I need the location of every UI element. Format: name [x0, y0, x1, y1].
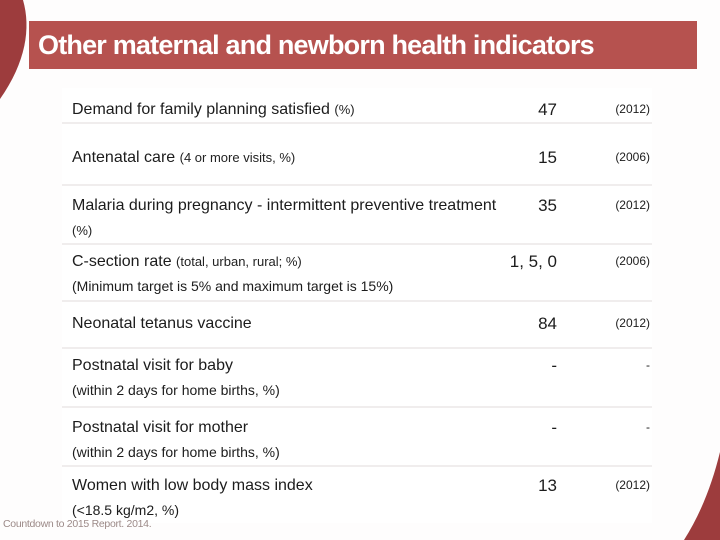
indicator-value: 1, 5, 0	[509, 252, 557, 271]
indicator-value: 15	[538, 148, 557, 167]
indicator-name: C-section rate	[72, 253, 172, 270]
indicator-name: Neonatal tetanus vaccine	[72, 315, 252, 332]
indicator-table: Demand for family planning satisfied (%)…	[62, 88, 652, 523]
slide-title: Other maternal and newborn health indica…	[38, 29, 595, 60]
indicator-note: (%)	[72, 223, 93, 238]
indicator-name: Malaria during pregnancy - intermittent …	[72, 197, 497, 214]
table-row: Demand for family planning satisfied (%)…	[62, 88, 652, 124]
indicator-name: Demand for family planning satisfied	[72, 101, 330, 118]
indicator-year: (2006)	[615, 150, 650, 164]
indicator-year: -	[646, 358, 650, 372]
indicator-year: (2012)	[615, 102, 650, 116]
table-row: Malaria during pregnancy - intermittent …	[62, 186, 652, 245]
indicator-value: -	[551, 356, 557, 375]
indicator-note: (total, urban, rural; %)	[176, 254, 302, 269]
indicator-value: -	[551, 418, 557, 437]
indicator-label: Postnatal visit for mother (within 2 day…	[62, 415, 497, 465]
indicator-year: (2012)	[615, 478, 650, 492]
indicator-label: Demand for family planning satisfied (%)	[62, 97, 497, 122]
slide-title-bar: Other maternal and newborn health indica…	[29, 21, 697, 69]
table-row: Antenatal care (4 or more visits, %) 15 …	[62, 124, 652, 186]
table-row: Neonatal tetanus vaccine 84 (2012)	[62, 302, 652, 349]
indicator-label: Women with low body mass index (<18.5 kg…	[62, 473, 497, 523]
indicator-value: 84	[538, 314, 557, 333]
indicator-label: Malaria during pregnancy - intermittent …	[62, 193, 497, 243]
indicator-label: C-section rate (total, urban, rural; %) …	[62, 249, 497, 299]
indicator-label: Neonatal tetanus vaccine	[62, 311, 497, 336]
indicator-subnote: (within 2 days for home births, %)	[72, 444, 280, 460]
source-citation: Countdown to 2015 Report. 2014.	[3, 518, 152, 530]
indicator-value: 47	[538, 100, 557, 119]
indicator-name: Postnatal visit for mother	[72, 419, 249, 436]
indicator-subnote: (<18.5 kg/m2, %)	[72, 502, 179, 518]
indicator-label: Postnatal visit for baby (within 2 days …	[62, 353, 497, 403]
table-row: C-section rate (total, urban, rural; %) …	[62, 245, 652, 302]
corner-swoosh-bottom-right-icon	[684, 452, 720, 540]
indicator-year: (2012)	[615, 198, 650, 212]
indicator-label: Antenatal care (4 or more visits, %)	[62, 145, 497, 170]
table-row: Women with low body mass index (<18.5 kg…	[62, 467, 652, 523]
indicator-note: (%)	[334, 102, 355, 117]
indicator-year: (2012)	[615, 316, 650, 330]
indicator-subnote: (Minimum target is 5% and maximum target…	[72, 278, 394, 294]
indicator-subnote: (within 2 days for home births, %)	[72, 382, 280, 398]
table-row: Postnatal visit for baby (within 2 days …	[62, 349, 652, 408]
table-row: Postnatal visit for mother (within 2 day…	[62, 408, 652, 467]
indicator-name: Antenatal care	[72, 149, 176, 166]
indicator-year: (2006)	[615, 254, 650, 268]
indicator-year: -	[646, 420, 650, 434]
indicator-value: 35	[538, 196, 557, 215]
indicator-name: Women with low body mass index	[72, 477, 313, 494]
indicator-value: 13	[538, 476, 557, 495]
indicator-name: Postnatal visit for baby	[72, 357, 233, 374]
indicator-note: (4 or more visits, %)	[179, 150, 296, 165]
